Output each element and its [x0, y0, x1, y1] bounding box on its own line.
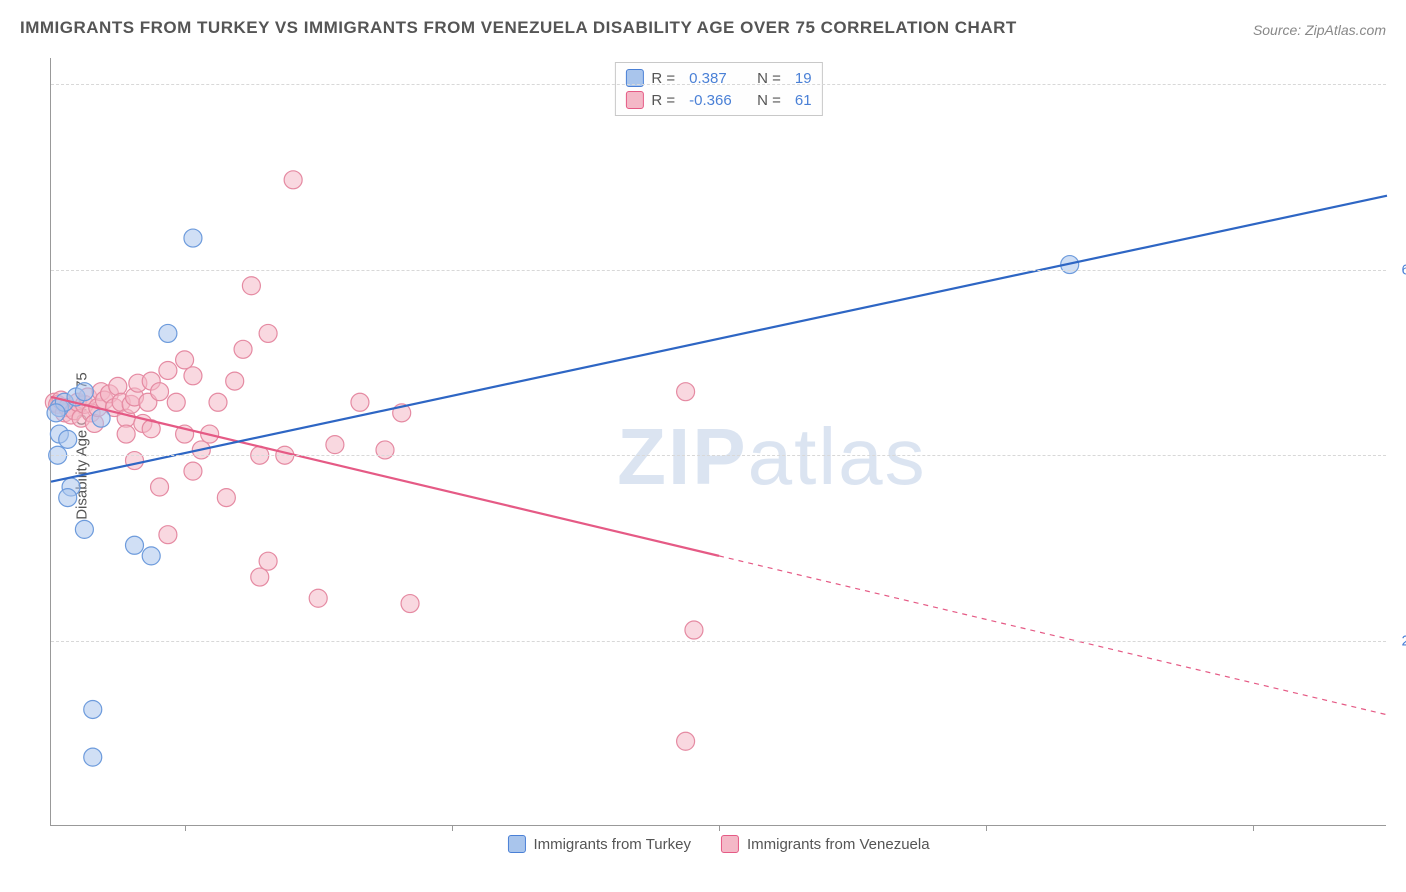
turkey-point — [92, 409, 110, 427]
legend-swatch — [507, 835, 525, 853]
turkey-point — [59, 430, 77, 448]
turkey-point — [84, 748, 102, 766]
legend-r-label: R = — [651, 92, 675, 109]
venezuela-point — [309, 589, 327, 607]
venezuela-point — [217, 489, 235, 507]
turkey-point — [84, 700, 102, 718]
venezuela-point — [234, 340, 252, 358]
venezuela-point — [176, 351, 194, 369]
turkey-point — [184, 229, 202, 247]
x-tick-mark — [719, 825, 720, 831]
venezuela-point — [151, 478, 169, 496]
turkey-point — [75, 520, 93, 538]
legend-swatch — [625, 91, 643, 109]
venezuela-point — [251, 568, 269, 586]
venezuela-point — [685, 621, 703, 639]
gridline-h — [51, 641, 1386, 642]
legend-top-row: R = -0.366 N = 61 — [625, 89, 811, 111]
plot-svg — [51, 58, 1386, 825]
turkey-point — [159, 324, 177, 342]
turkey-point — [126, 536, 144, 554]
venezuela-point — [226, 372, 244, 390]
venezuela-point — [159, 361, 177, 379]
venezuela-point — [117, 425, 135, 443]
turkey-regression-solid — [51, 196, 1387, 482]
legend-r-value: -0.366 — [689, 92, 749, 109]
plot-area: ZIPatlas R = 0.387N = 19R = -0.366N = 61… — [50, 58, 1386, 826]
y-tick-label: 27.5% — [1401, 632, 1406, 649]
legend-bottom: Immigrants from Turkey Immigrants from Ve… — [507, 835, 929, 853]
x-tick-mark — [986, 825, 987, 831]
gridline-h — [51, 84, 1386, 85]
venezuela-point — [284, 171, 302, 189]
source-label: Source: ZipAtlas.com — [1253, 22, 1386, 38]
turkey-point — [75, 383, 93, 401]
legend-top-row: R = 0.387N = 19 — [625, 67, 811, 89]
turkey-point — [59, 489, 77, 507]
venezuela-point — [209, 393, 227, 411]
venezuela-regression-solid — [51, 397, 719, 556]
y-tick-label: 62.5% — [1401, 261, 1406, 278]
venezuela-point — [109, 377, 127, 395]
turkey-point — [47, 404, 65, 422]
x-tick-mark — [1253, 825, 1254, 831]
venezuela-regression-dashed — [719, 556, 1387, 715]
venezuela-point — [242, 277, 260, 295]
legend-top: R = 0.387N = 19 R = -0.366 N = 61 — [614, 62, 822, 116]
turkey-point — [142, 547, 160, 565]
venezuela-point — [351, 393, 369, 411]
venezuela-point — [167, 393, 185, 411]
legend-swatch — [721, 835, 739, 853]
legend-bottom-label: Immigrants from Venezuela — [747, 836, 930, 853]
chart-title: IMMIGRANTS FROM TURKEY VS IMMIGRANTS FRO… — [20, 18, 1017, 38]
gridline-h — [51, 270, 1386, 271]
venezuela-point — [151, 383, 169, 401]
venezuela-point — [376, 441, 394, 459]
x-tick-mark — [452, 825, 453, 831]
legend-bottom-item: Immigrants from Turkey — [507, 835, 691, 853]
legend-bottom-label: Immigrants from Turkey — [533, 836, 691, 853]
venezuela-point — [184, 367, 202, 385]
legend-n-value: 61 — [795, 92, 812, 109]
x-tick-mark — [185, 825, 186, 831]
venezuela-point — [159, 526, 177, 544]
venezuela-point — [259, 552, 277, 570]
venezuela-point — [126, 452, 144, 470]
legend-n-label: N = — [757, 92, 781, 109]
venezuela-point — [184, 462, 202, 480]
venezuela-point — [401, 595, 419, 613]
gridline-h — [51, 455, 1386, 456]
legend-bottom-item: Immigrants from Venezuela — [721, 835, 930, 853]
venezuela-point — [259, 324, 277, 342]
venezuela-point — [326, 436, 344, 454]
venezuela-point — [677, 383, 695, 401]
venezuela-point — [677, 732, 695, 750]
